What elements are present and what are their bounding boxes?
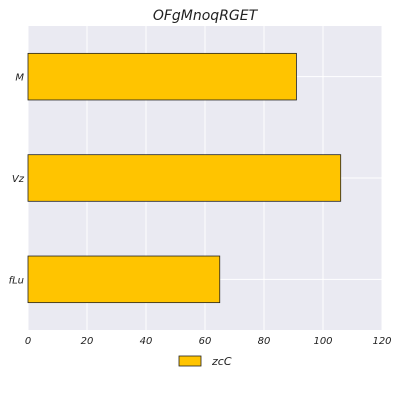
bar-Vz xyxy=(27,154,342,202)
x-tick-label: 100 xyxy=(313,336,332,347)
x-tick-label: 120 xyxy=(372,336,391,347)
x-tick-label: 80 xyxy=(258,336,271,347)
legend-label: zcC xyxy=(211,355,232,368)
bar-M xyxy=(27,52,297,101)
y-tick-label: Vz xyxy=(12,174,25,185)
x-tick-labels: 0 20 40 60 80 100 120 xyxy=(25,336,392,347)
y-tick-labels: M Vz fLu xyxy=(9,73,25,287)
x-tick-label: 0 xyxy=(25,336,31,347)
y-tick-label: fLu xyxy=(9,275,24,286)
bar-fLu xyxy=(27,255,221,304)
legend: zcC xyxy=(178,355,232,368)
x-tick-label: 60 xyxy=(199,336,212,347)
chart-title: OFgMnoqRGET xyxy=(153,8,259,24)
legend-swatch xyxy=(178,355,202,367)
bars-group xyxy=(27,52,342,304)
x-tick-label: 40 xyxy=(140,336,153,347)
x-tick-label: 20 xyxy=(81,336,94,347)
y-tick-label: M xyxy=(15,73,24,84)
